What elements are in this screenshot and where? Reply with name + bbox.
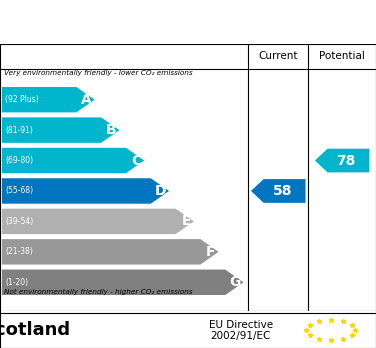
Polygon shape: [2, 270, 244, 295]
Polygon shape: [2, 239, 219, 264]
Text: A: A: [81, 93, 92, 107]
Polygon shape: [2, 117, 120, 143]
Text: EU Directive
2002/91/EC: EU Directive 2002/91/EC: [209, 320, 273, 341]
Text: Current: Current: [258, 51, 298, 61]
Text: E: E: [181, 214, 191, 228]
Text: (92 Plus): (92 Plus): [5, 95, 39, 104]
Text: C: C: [131, 153, 141, 167]
Text: 78: 78: [337, 153, 356, 167]
Polygon shape: [2, 87, 95, 112]
Text: D: D: [155, 184, 166, 198]
Text: (39-54): (39-54): [5, 217, 33, 226]
Text: Scotland: Scotland: [0, 322, 70, 339]
Text: (55-68): (55-68): [5, 187, 33, 196]
Polygon shape: [315, 149, 369, 172]
Text: 58: 58: [273, 184, 292, 198]
Text: Environmental Impact (CO₂) Rating: Environmental Impact (CO₂) Rating: [16, 13, 360, 31]
Text: (81-91): (81-91): [5, 126, 33, 135]
Text: Not environmentally friendly - higher CO₂ emissions: Not environmentally friendly - higher CO…: [4, 289, 192, 295]
Text: (21-38): (21-38): [5, 247, 33, 256]
Text: Very environmentally friendly - lower CO₂ emissions: Very environmentally friendly - lower CO…: [4, 70, 193, 77]
Polygon shape: [2, 209, 194, 234]
Text: Potential: Potential: [319, 51, 365, 61]
Text: B: B: [106, 123, 117, 137]
Text: (1-20): (1-20): [5, 278, 28, 287]
Polygon shape: [251, 179, 305, 203]
Text: (69-80): (69-80): [5, 156, 33, 165]
Polygon shape: [2, 148, 144, 173]
Text: F: F: [206, 245, 216, 259]
Polygon shape: [2, 178, 169, 204]
Text: G: G: [229, 275, 241, 289]
